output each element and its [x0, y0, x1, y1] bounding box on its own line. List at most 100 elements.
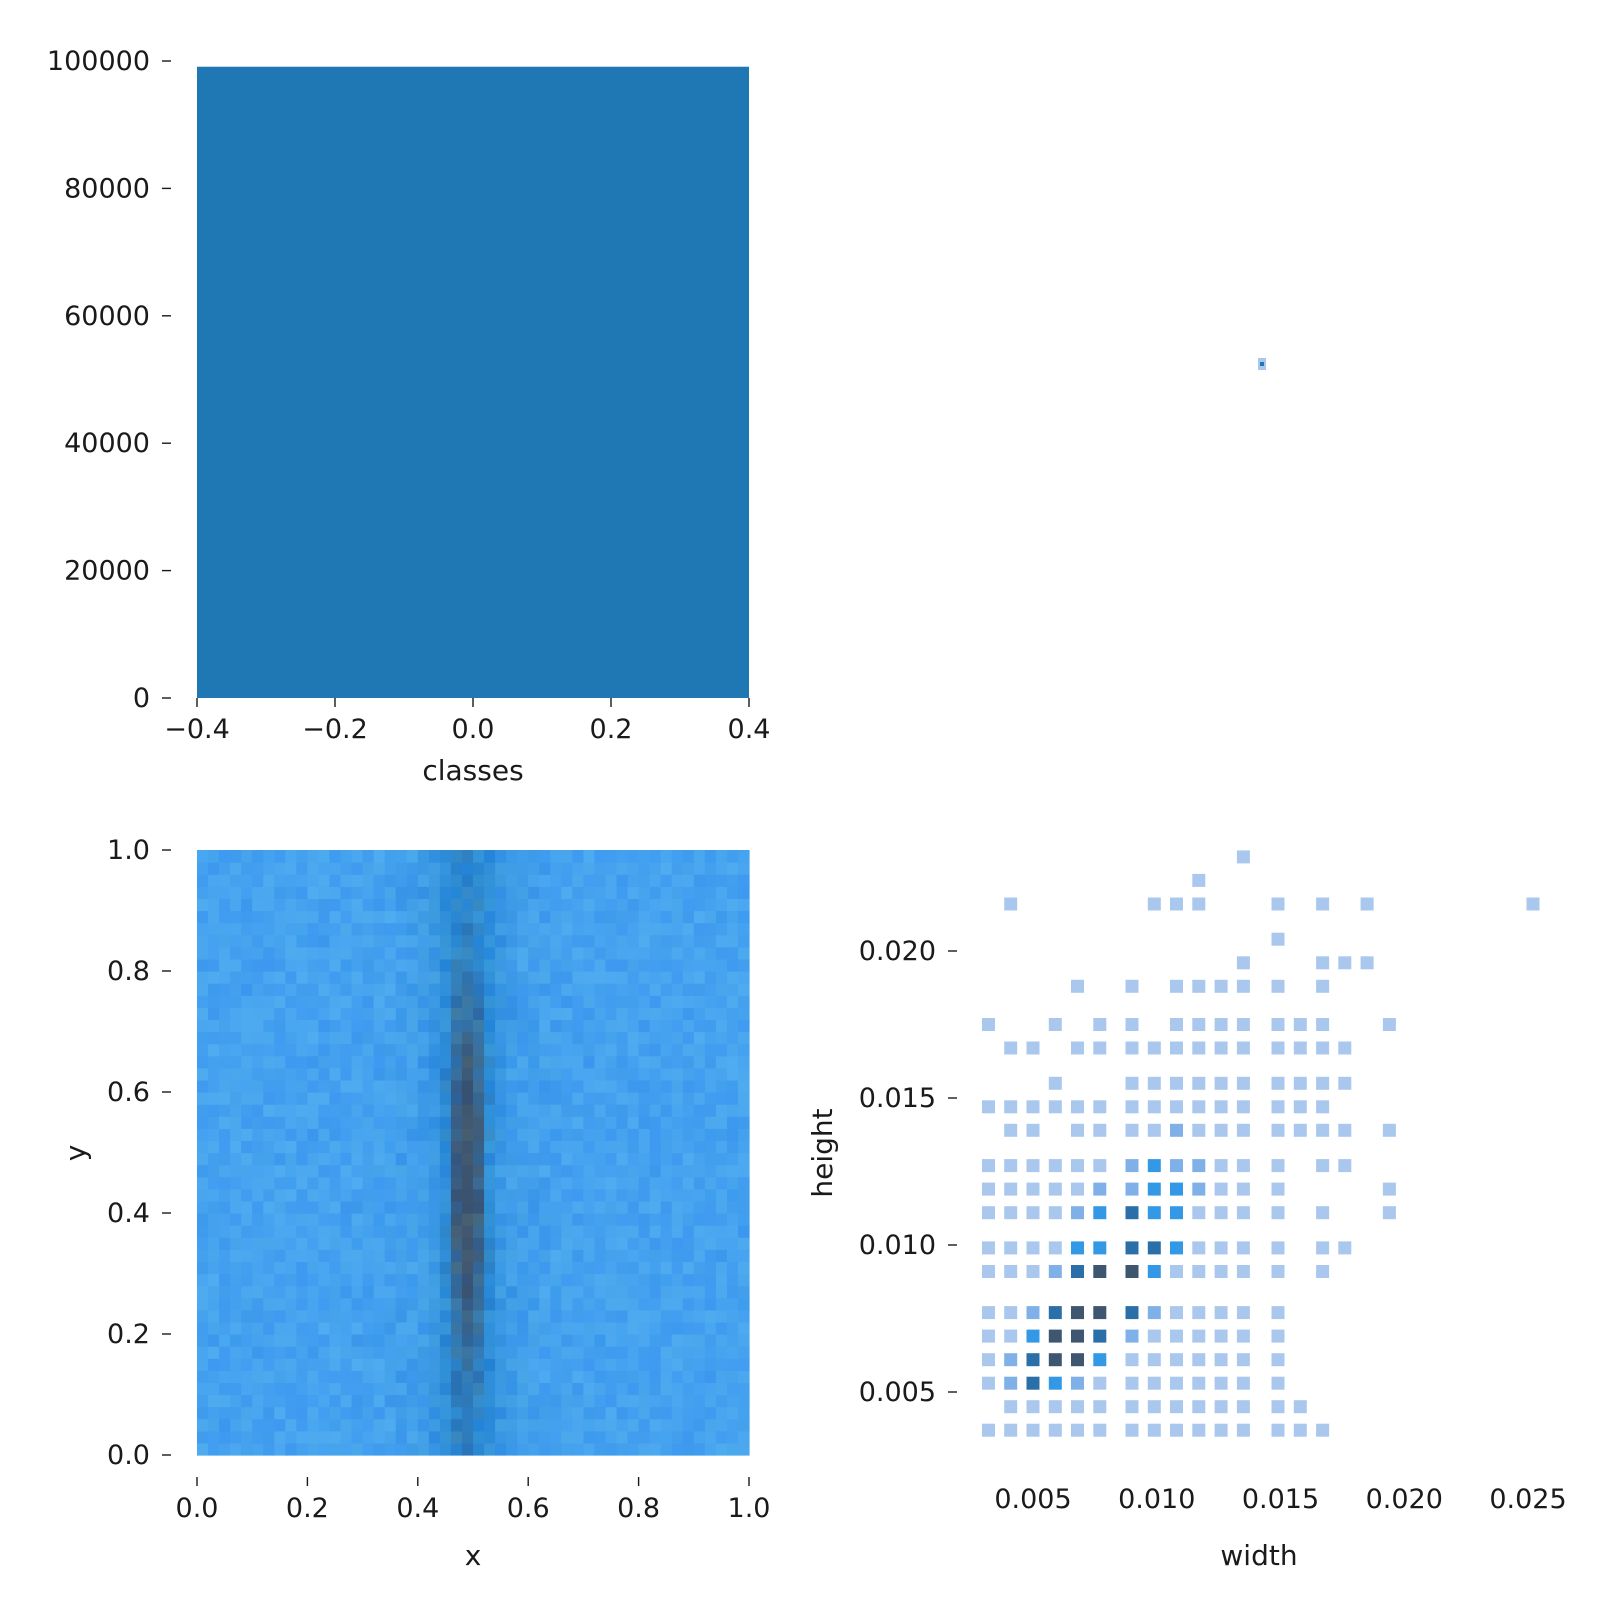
- heatmap-cell: [395, 1092, 408, 1105]
- hist2d-cell: [1271, 1159, 1285, 1173]
- heatmap-cell: [340, 1055, 353, 1069]
- heatmap-cell: [627, 1152, 640, 1166]
- heatmap-cell: [495, 1164, 507, 1178]
- heatmap-cell: [594, 934, 607, 948]
- heatmap-cell: [737, 1055, 750, 1069]
- heatmap-cell: [307, 922, 320, 936]
- heatmap-cell: [241, 971, 253, 984]
- heatmap-cell: [726, 1164, 739, 1178]
- heatmap-cell: [395, 1394, 408, 1408]
- heatmap-cell: [627, 1225, 640, 1238]
- hist2d-cell: [1147, 897, 1161, 911]
- heatmap-cell: [197, 1358, 209, 1371]
- heatmap-cell: [484, 1261, 496, 1275]
- heatmap-cell: [495, 922, 507, 936]
- heatmap-cell: [450, 983, 463, 996]
- hist2d-cell: [982, 1182, 995, 1196]
- heatmap-cell: [495, 1261, 507, 1275]
- heatmap-cell: [572, 1249, 584, 1262]
- heatmap-cell: [594, 850, 607, 863]
- heatmap-cell: [649, 1418, 662, 1432]
- heatmap-cell: [373, 922, 386, 936]
- heatmap-cell: [351, 1430, 364, 1444]
- y-axis-label: height: [806, 1108, 839, 1197]
- heatmap-cell: [649, 1200, 662, 1214]
- heatmap-cell: [594, 1406, 607, 1420]
- heatmap-cell: [737, 1418, 750, 1432]
- heatmap-cell: [627, 946, 640, 960]
- heatmap-cell: [461, 958, 474, 972]
- heatmap-cell: [704, 1200, 717, 1214]
- heatmap-cell: [671, 1237, 684, 1250]
- heatmap-cell: [340, 934, 353, 948]
- heatmap-cell: [417, 1116, 430, 1129]
- heatmap-cell: [737, 946, 750, 960]
- heatmap-cell: [395, 850, 408, 863]
- heatmap-cell: [605, 1394, 618, 1408]
- heatmap-cell: [649, 1297, 662, 1311]
- heatmap-cell: [495, 1406, 507, 1420]
- heatmap-cell: [583, 1237, 596, 1250]
- heatmap-cell: [417, 1031, 430, 1045]
- heatmap-cell: [197, 983, 209, 996]
- heatmap-cell: [406, 850, 419, 863]
- heatmap-cell: [373, 946, 386, 960]
- heatmap-cell: [197, 1225, 209, 1238]
- heatmap-cell: [373, 1200, 386, 1214]
- heatmap-cell: [351, 850, 364, 863]
- heatmap-cell: [450, 1297, 463, 1311]
- heatmap-cell: [362, 1370, 375, 1383]
- heatmap-cell: [230, 1164, 242, 1178]
- heatmap-cell: [660, 1007, 673, 1020]
- heatmap-cell: [594, 874, 607, 887]
- heatmap-cell: [384, 1188, 397, 1202]
- heatmap-cell: [682, 1285, 695, 1299]
- heatmap-cell: [473, 1176, 485, 1190]
- heatmap-cell: [329, 1067, 342, 1081]
- heatmap-cell: [318, 1176, 331, 1190]
- heatmap-cell: [197, 1418, 209, 1432]
- hist2d-cell: [1026, 1423, 1040, 1437]
- heatmap-cell: [561, 1152, 573, 1166]
- heatmap-cell: [539, 1200, 551, 1214]
- heatmap-cell: [329, 1019, 342, 1033]
- heatmap-cell: [252, 1430, 264, 1444]
- heatmap-cell: [506, 1430, 518, 1444]
- heatmap-cell: [583, 1261, 596, 1275]
- heatmap-cell: [406, 1055, 419, 1069]
- heatmap-cell: [340, 1225, 353, 1238]
- heatmap-cell: [627, 1406, 640, 1420]
- heatmap-cell: [506, 1092, 518, 1105]
- heatmap-cell: [230, 1249, 242, 1262]
- heatmap-cell: [660, 958, 673, 972]
- heatmap-cell: [351, 1418, 364, 1432]
- heatmap-cell: [461, 1225, 474, 1238]
- heatmap-cell: [539, 1297, 551, 1311]
- heatmap-cell: [693, 1200, 706, 1214]
- heatmap-cell: [682, 1273, 695, 1287]
- heatmap-cell: [252, 1394, 264, 1408]
- heatmap-cell: [693, 1430, 706, 1444]
- heatmap-cell: [362, 1188, 375, 1202]
- heatmap-cell: [627, 1007, 640, 1020]
- heatmap-cell: [627, 910, 640, 924]
- heatmap-cell: [649, 1031, 662, 1045]
- heatmap-cell: [208, 946, 220, 960]
- heatmap-cell: [362, 1297, 375, 1311]
- heatmap-cell: [373, 958, 386, 972]
- heatmap-cell: [340, 1092, 353, 1105]
- hist2d-cell: [982, 1159, 995, 1173]
- heatmap-cell: [682, 1394, 695, 1408]
- heatmap-cell: [572, 1370, 584, 1383]
- hist2d-cell: [1271, 1306, 1285, 1320]
- heatmap-cell: [417, 1309, 430, 1323]
- heatmap-cell: [406, 1406, 419, 1420]
- heatmap-cell: [473, 1418, 485, 1432]
- heatmap-cell: [362, 1128, 375, 1141]
- heatmap-cell: [318, 1225, 331, 1238]
- heatmap-cell: [473, 1164, 485, 1178]
- heatmap-cell: [340, 1104, 353, 1117]
- heatmap-cell: [539, 946, 551, 960]
- heatmap-cell: [318, 1309, 331, 1323]
- heatmap-cell: [484, 874, 496, 887]
